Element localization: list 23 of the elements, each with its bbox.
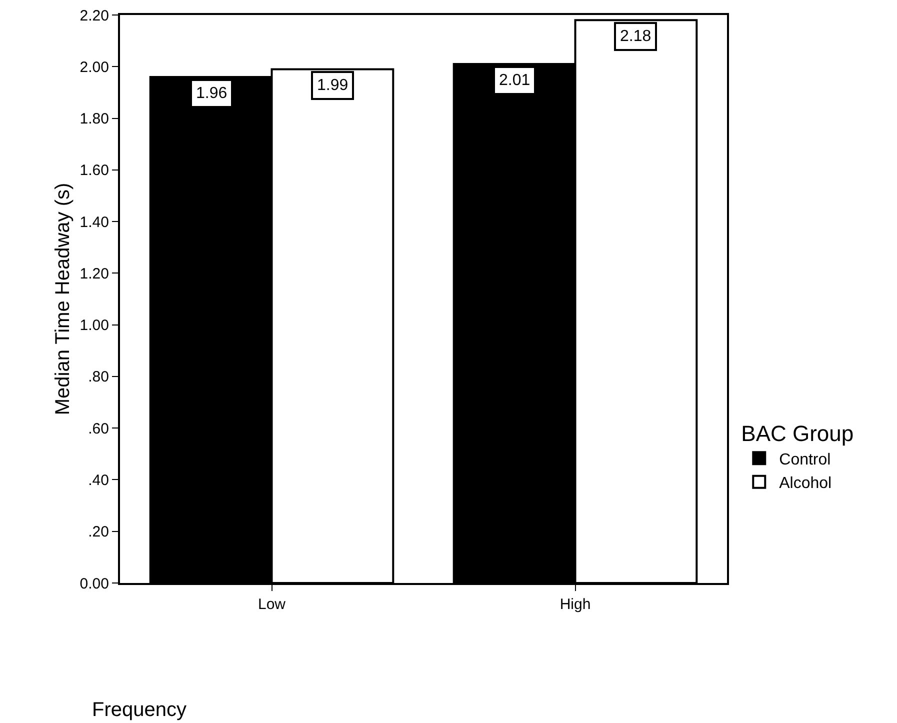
y-tick-label: .20 [88,524,109,541]
y-tick-label: .80 [88,368,109,386]
y-tick-label: 1.60 [80,162,109,180]
legend-label: Alcohol [779,475,832,492]
data-label: 2.18 [620,28,652,45]
y-tick-label: 2.20 [80,7,109,24]
y-tick-label: .60 [88,420,109,438]
x-axis-title: Frequency [92,699,186,721]
data-label: 2.01 [499,72,530,89]
y-tick-label: 1.20 [80,265,109,282]
data-label: 1.96 [196,85,228,102]
x-tick-label: High [560,596,591,613]
y-tick-label: 1.00 [80,317,109,334]
y-tick-label: 1.80 [80,110,109,128]
data-label: 1.99 [317,77,348,94]
y-tick-label: .40 [88,472,109,489]
legend-label: Control [779,451,831,468]
x-tick-label: Low [258,596,286,613]
legend-title: BAC Group [741,421,854,446]
y-tick-label: 1.40 [80,214,109,231]
y-axis-title: Median Time Headway (s) [52,182,74,416]
y-tick-label: 2.00 [80,58,109,76]
y-tick-label: 0.00 [80,575,109,592]
